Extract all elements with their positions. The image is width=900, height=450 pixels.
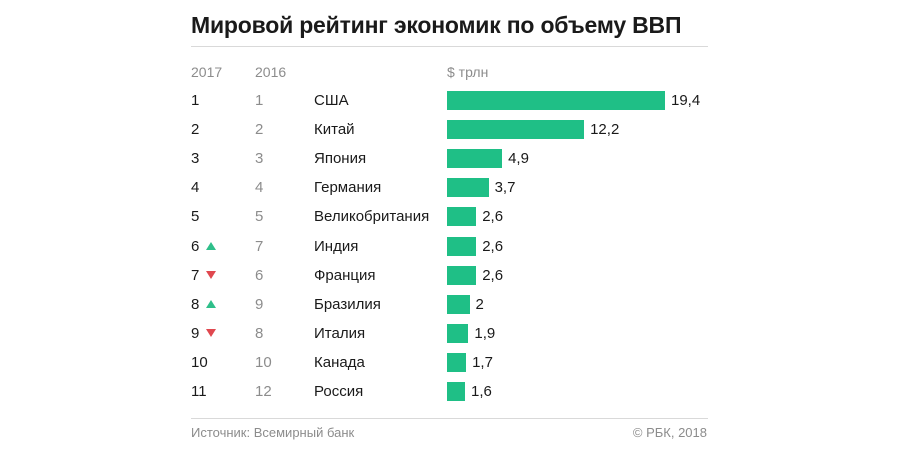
table-row: 1 1 США 19,4 [0,86,900,115]
rank-2017: 9 [191,324,200,342]
country-label: Великобритания [314,208,430,226]
country-label: Россия [314,383,364,400]
country-label: Канада [314,353,365,371]
table-row: 9 8 Италия 1,9 [0,319,900,348]
chart-title: Мировой рейтинг экономик по объему ВВП [191,12,682,38]
rank-2016: 2 [255,121,264,139]
rank-2017: 3 [191,150,200,168]
value-label: 4,9 [508,150,529,168]
rank-2017: 8 [191,295,200,313]
bar [447,91,665,110]
country-label: Италия [314,324,366,342]
country-label: США [314,92,349,109]
rank-2016: 9 [255,295,264,313]
bottom-divider [191,418,708,419]
value-label: 1,6 [471,383,492,400]
column-header-2016: 2016 [255,64,287,80]
value-label: 2,6 [482,208,504,226]
rank-2016: 6 [255,266,264,284]
bar [447,120,585,140]
bar [447,352,467,372]
arrow-up-icon [206,299,216,308]
column-header-unit: $ трлн [447,64,489,80]
country-label: Бразилия [314,295,381,313]
rank-2016: 1 [255,92,264,109]
rank-2016: 12 [255,383,272,400]
table-row: 7 6 Франция 2,6 [0,261,900,290]
rank-2017: 4 [191,179,200,197]
bar [447,207,477,227]
rank-2017: 11 [191,383,207,400]
arrow-down-icon [206,270,216,279]
bar [447,149,503,169]
table-row: 2 2 Китай 12,2 [0,115,900,144]
rank-2017: 2 [191,121,200,139]
rank-2016: 4 [255,179,264,197]
bar [447,382,465,401]
arrow-down-icon [206,328,216,337]
rank-2017: 10 [191,353,208,371]
table-row: 6 7 Индия 2,6 [0,232,900,261]
rank-2017: 6 [191,237,200,255]
rank-2017: 5 [191,208,200,226]
country-label: Япония [314,150,367,168]
country-label: Германия [314,179,382,197]
bar [447,294,470,314]
bar [447,323,469,343]
top-divider [191,46,708,47]
table-row: 5 5 Великобритания 2,6 [0,202,900,231]
table-row: 11 12 Россия 1,6 [0,377,900,406]
rank-2016: 3 [255,150,264,168]
bar [447,265,477,285]
value-label: 1,7 [472,353,493,371]
value-label: 1,9 [474,324,496,342]
rank-2016: 5 [255,208,264,226]
rank-2016: 8 [255,324,264,342]
copyright-note: © РБК, 2018 [632,425,707,440]
table-row: 4 4 Германия 3,7 [0,173,900,202]
arrow-up-icon [206,241,216,250]
country-label: Китай [314,121,355,139]
country-label: Франция [314,266,376,284]
table-row: 8 9 Бразилия 2 [0,290,900,319]
rank-2016: 10 [255,353,272,371]
table-row: 10 10 Канада 1,7 [0,348,900,377]
value-label: 2,6 [482,266,504,284]
value-label: 2,6 [482,237,504,255]
bar [447,178,489,198]
value-label: 12,2 [590,121,620,139]
source-note: Источник: Всемирный банк [191,425,355,440]
country-label: Индия [314,237,359,255]
bar [447,236,477,256]
rank-2016: 7 [255,237,264,255]
rank-2017: 1 [191,92,200,109]
column-header-2017: 2017 [191,64,223,80]
rank-2017: 7 [191,266,200,284]
value-label: 19,4 [671,92,701,109]
table-row: 3 3 Япония 4,9 [0,144,900,173]
value-label: 2 [475,295,484,313]
value-label: 3,7 [494,179,516,197]
